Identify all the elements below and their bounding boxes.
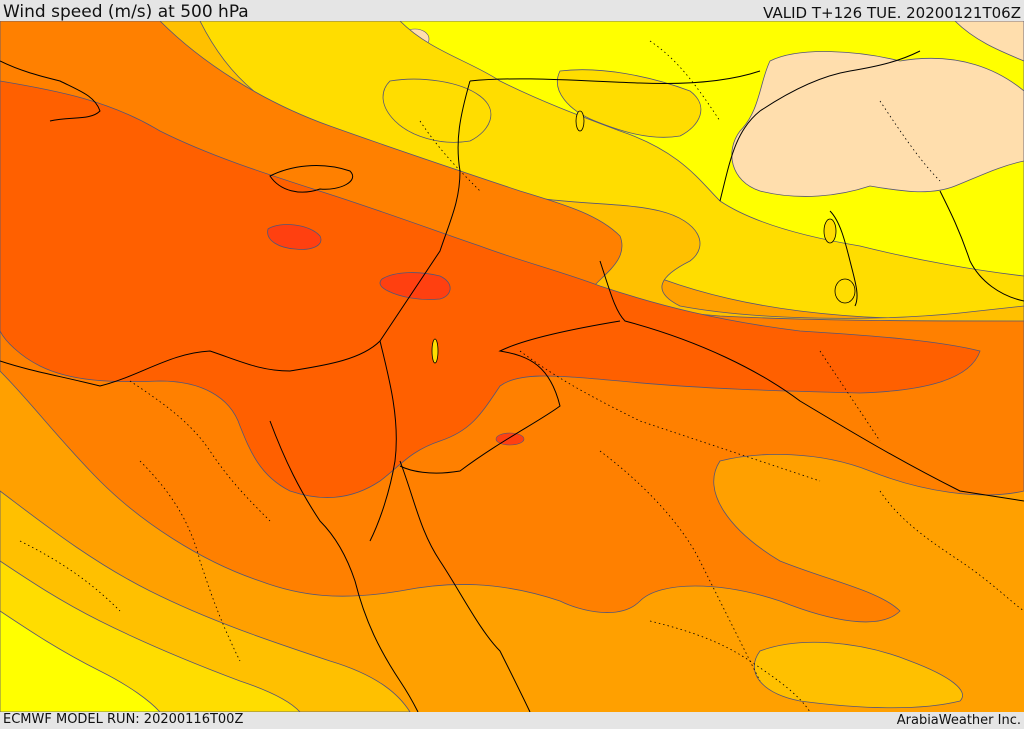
footer-bar: ECMWF MODEL RUN: 20200116T00Z ArabiaWeat… <box>0 712 1024 729</box>
wind-band-4 <box>754 641 963 709</box>
credit-label: ArabiaWeather Inc. <box>896 713 1021 728</box>
wind-band-7 <box>0 80 981 498</box>
coastlines <box>0 50 1024 712</box>
admin-boundaries <box>19 40 1024 712</box>
valid-time-label: VALID T+126 TUE. 20200121T06Z <box>763 4 1021 22</box>
wind-band-8 <box>379 272 451 300</box>
model-run-label: ECMWF MODEL RUN: 20200116T00Z <box>3 712 244 727</box>
map-canvas <box>0 21 1024 712</box>
wind-band-1 <box>731 51 1024 197</box>
wind-band-8 <box>267 224 322 250</box>
wind-band-2 <box>0 610 161 712</box>
header-bar: Wind speed (m/s) at 500 hPa VALID T+126 … <box>0 0 1024 22</box>
map-title: Wind speed (m/s) at 500 hPa <box>3 2 249 22</box>
wind-speed-map[interactable] <box>0 21 1024 712</box>
lakes <box>431 110 856 364</box>
wind-band-3 <box>382 78 492 143</box>
